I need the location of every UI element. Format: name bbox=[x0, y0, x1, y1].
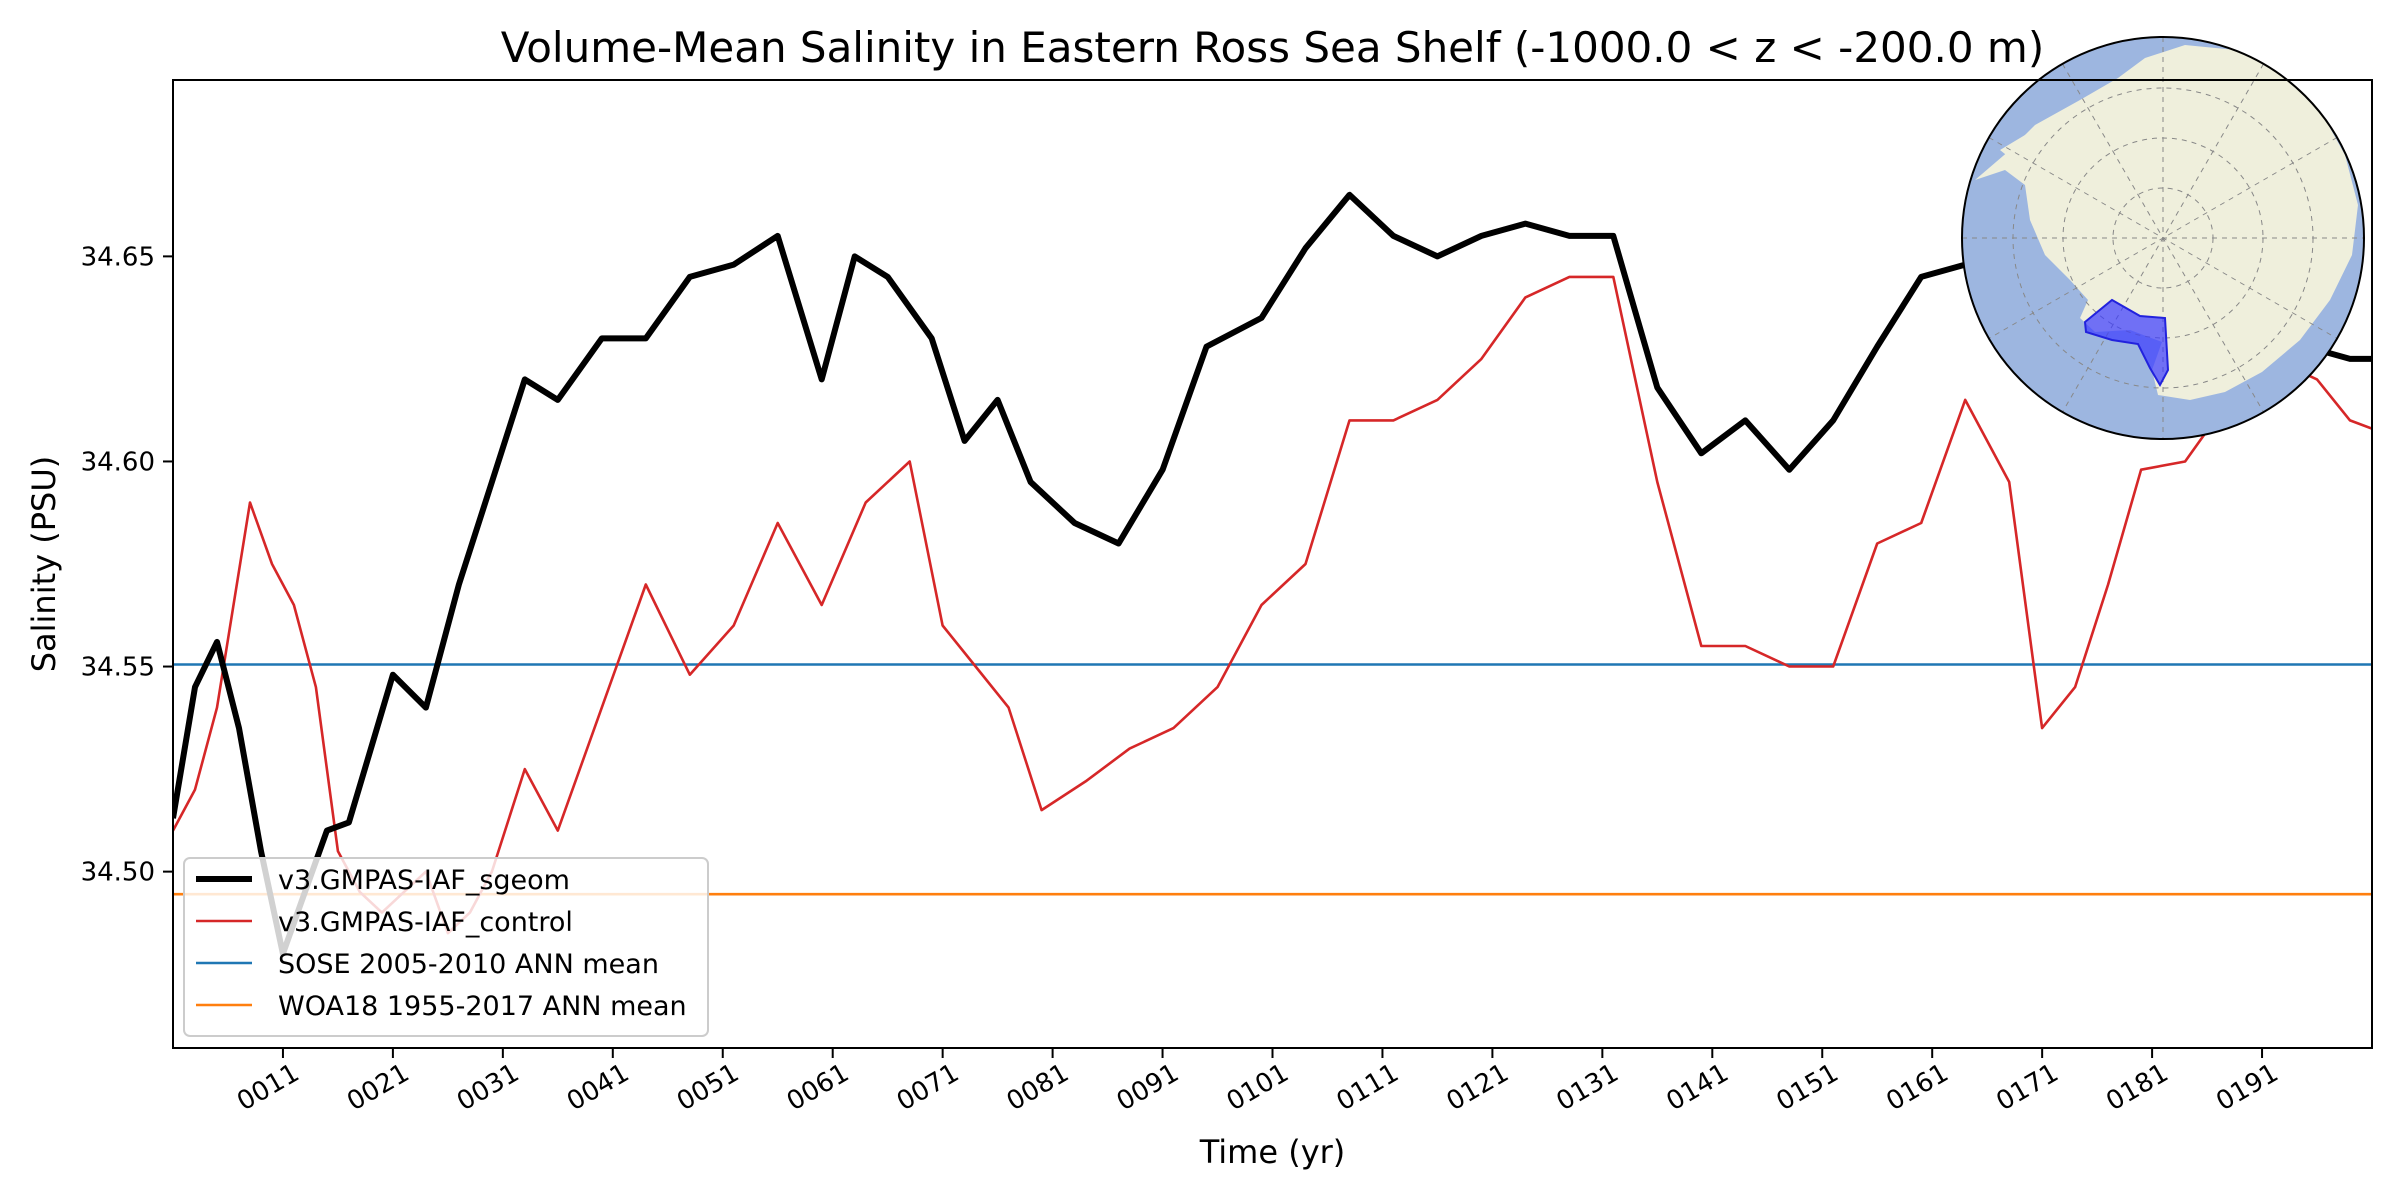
x-tick-label: 0121 bbox=[1442, 1058, 1514, 1117]
x-tick-label: 0111 bbox=[1332, 1058, 1404, 1117]
inset-antarctica-land bbox=[1975, 45, 2358, 400]
x-tick-label: 0051 bbox=[672, 1058, 744, 1117]
inset-region-highlight bbox=[2083, 298, 2170, 388]
antarctica-inset-map bbox=[1961, 36, 2365, 440]
inset-peninsula bbox=[2000, 120, 2060, 158]
x-tick-label: 0071 bbox=[892, 1058, 964, 1117]
legend-label: SOSE 2005-2010 ANN mean bbox=[278, 949, 659, 980]
inset-meridian bbox=[1988, 137, 2338, 339]
x-tick-label: 0031 bbox=[452, 1058, 524, 1117]
x-tick-label: 0131 bbox=[1552, 1058, 1624, 1117]
series-line-1 bbox=[173, 191, 2372, 957]
x-axis-label: Time (yr) bbox=[1199, 1133, 1346, 1171]
y-tick-label: 34.65 bbox=[81, 242, 155, 272]
legend: v3.GMPAS-IAF_sgeom v3.GMPAS-IAF_control SO… bbox=[183, 857, 709, 1037]
x-tick-label: 0061 bbox=[782, 1058, 854, 1117]
x-tick-label: 0191 bbox=[2211, 1058, 2283, 1117]
x-tick-label: 0151 bbox=[1771, 1058, 1843, 1117]
inset-border bbox=[1961, 36, 2365, 440]
y-tick-label: 34.60 bbox=[81, 447, 155, 477]
x-tick-label: 0161 bbox=[1881, 1058, 1953, 1117]
legend-label: v3.GMPAS-IAF_sgeom bbox=[278, 865, 570, 896]
legend-label: WOA18 1955-2017 ANN mean bbox=[278, 991, 687, 1022]
x-tick-label: 0081 bbox=[1002, 1058, 1074, 1117]
legend-box bbox=[183, 857, 709, 1037]
x-tick-label: 0091 bbox=[1112, 1058, 1184, 1117]
x-tick-label: 0171 bbox=[1991, 1058, 2063, 1117]
x-tick-label: 0041 bbox=[562, 1058, 634, 1117]
chart-title: Volume-Mean Salinity in Eastern Ross Sea… bbox=[501, 23, 2044, 72]
y-tick-label: 34.55 bbox=[81, 653, 155, 683]
x-tick-label: 0181 bbox=[2101, 1058, 2173, 1117]
legend-label: v3.GMPAS-IAF_control bbox=[278, 907, 573, 938]
x-tick-label: 0011 bbox=[232, 1058, 304, 1117]
x-tick-label: 0021 bbox=[342, 1058, 414, 1117]
x-tick-label: 0101 bbox=[1222, 1058, 1294, 1117]
x-tick-label: 0141 bbox=[1661, 1058, 1733, 1117]
y-axis-label: Salinity (PSU) bbox=[25, 456, 63, 673]
y-tick-label: 34.50 bbox=[81, 858, 155, 888]
